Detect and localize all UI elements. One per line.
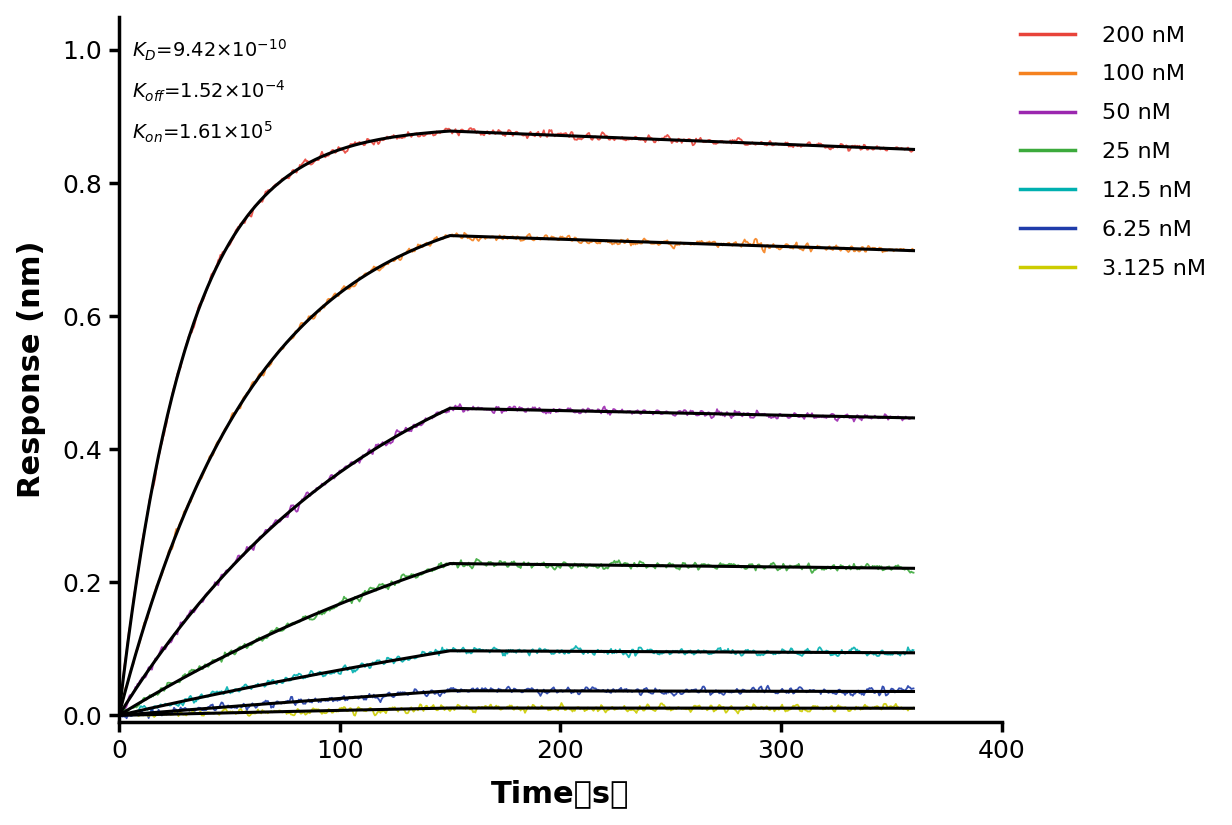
Text: $K_D$=9.42×10$^{-10}$
$K_{off}$=1.52×10$^{-4}$
$K_{on}$=1.61×10$^5$: $K_D$=9.42×10$^{-10}$ $K_{off}$=1.52×10$… [132,38,287,145]
X-axis label: Time（s）: Time（s） [492,780,630,808]
Legend: 200 nM, 100 nM, 50 nM, 25 nM, 12.5 nM, 6.25 nM, 3.125 nM: 200 nM, 100 nM, 50 nM, 25 nM, 12.5 nM, 6… [1010,16,1215,288]
Y-axis label: Response (nm): Response (nm) [17,241,46,498]
